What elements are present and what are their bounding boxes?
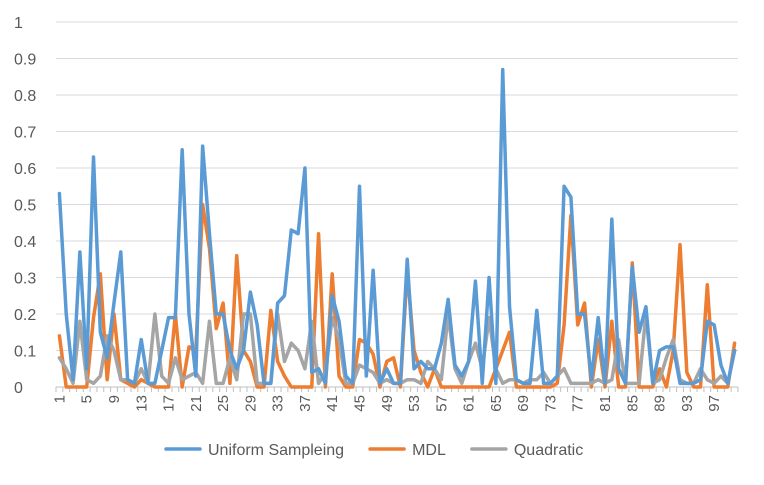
- x-tick-label-group: 9: [106, 395, 123, 403]
- x-tick-label: 29: [242, 395, 259, 412]
- gridlines: [56, 21, 738, 351]
- x-tick-label: 73: [542, 395, 559, 412]
- x-tick-label: 41: [324, 395, 341, 412]
- x-tick-label: 1: [51, 395, 68, 403]
- legend: Uniform Sampleing MDL Quadratic: [164, 442, 583, 459]
- x-tick-label-group: 45: [351, 395, 368, 412]
- x-tick-label-group: 85: [624, 395, 641, 412]
- x-tick-label: 33: [270, 395, 287, 412]
- x-tick-label: 25: [215, 395, 232, 412]
- x-tick-label: 45: [351, 395, 368, 412]
- x-tick-label: 17: [161, 395, 178, 412]
- x-tick-label: 61: [461, 395, 478, 412]
- x-tick-label: 57: [433, 395, 450, 412]
- x-tick-label-group: 25: [215, 395, 232, 412]
- x-tick-label-group: 13: [133, 395, 150, 412]
- x-tick-label: 65: [488, 395, 505, 412]
- x-tick-label-group: 93: [679, 395, 696, 412]
- x-tick-label-group: 77: [570, 395, 587, 412]
- x-tick-label-group: 61: [461, 395, 478, 412]
- x-tick-label-group: 5: [79, 395, 96, 403]
- legend-label-uniform-sampleing: Uniform Sampleing: [208, 442, 344, 459]
- y-tick-label: 0.4: [14, 234, 36, 251]
- y-tick-label: 0.8: [14, 88, 36, 105]
- x-axis-tick-labels: 1 5 9 13 17 21 25 29 33 37 41 45 49 53 57 61 65 69 73 77 81 8…: [51, 395, 723, 412]
- y-tick-label: 0.3: [14, 271, 36, 288]
- legend-label-quadratic: Quadratic: [514, 442, 583, 459]
- x-tick-label-group: 65: [488, 395, 505, 412]
- x-tick-label-group: 53: [406, 395, 423, 412]
- y-tick-label: 0: [14, 380, 23, 397]
- x-tick-label: 81: [597, 395, 614, 412]
- series-line-mdl: [57, 202, 737, 389]
- x-tick-label: 93: [679, 395, 696, 412]
- x-tick-label: 53: [406, 395, 423, 412]
- x-tick-label-group: 69: [515, 395, 532, 412]
- x-tick-label-group: 89: [652, 395, 669, 412]
- series-line-uniform-sampleing: [57, 67, 737, 386]
- x-tick-label-group: 49: [379, 395, 396, 412]
- legend-label-mdl: MDL: [412, 442, 446, 459]
- x-tick-label-group: 33: [270, 395, 287, 412]
- y-tick-label: 0.2: [14, 307, 36, 324]
- x-tick-label: 13: [133, 395, 150, 412]
- x-tick-label-group: 73: [542, 395, 559, 412]
- x-tick-label: 49: [379, 395, 396, 412]
- y-axis-tick-labels: 0 0.1 0.2 0.3 0.4 0.5 0.6 0.7 0.8 0.9 1: [14, 15, 36, 397]
- x-tick-label-group: 57: [433, 395, 450, 412]
- x-tick-label: 21: [188, 395, 205, 412]
- y-tick-label: 0.7: [14, 125, 36, 142]
- x-tick-label: 89: [652, 395, 669, 412]
- y-tick-label: 0.5: [14, 198, 36, 215]
- x-tick-label-group: 29: [242, 395, 259, 412]
- y-tick-label: 0.6: [14, 161, 36, 178]
- y-tick-label: 1: [14, 15, 23, 32]
- x-tick-label: 9: [106, 395, 123, 403]
- x-tick-label-group: 97: [706, 395, 723, 412]
- x-tick-label-group: 21: [188, 395, 205, 412]
- x-tick-label: 77: [570, 395, 587, 412]
- x-tick-label: 69: [515, 395, 532, 412]
- series-lines: [57, 67, 737, 389]
- x-tick-label: 97: [706, 395, 723, 412]
- x-tick-label: 5: [79, 395, 96, 403]
- x-tick-label: 85: [624, 395, 641, 412]
- x-tick-label: 37: [297, 395, 314, 412]
- x-tick-label-group: 1: [51, 395, 68, 403]
- x-tick-label-group: 81: [597, 395, 614, 412]
- x-tick-label-group: 41: [324, 395, 341, 412]
- x-tick-label-group: 37: [297, 395, 314, 412]
- y-tick-label: 0.1: [14, 344, 36, 361]
- x-tick-label-group: 17: [161, 395, 178, 412]
- y-tick-label: 0.9: [14, 52, 36, 69]
